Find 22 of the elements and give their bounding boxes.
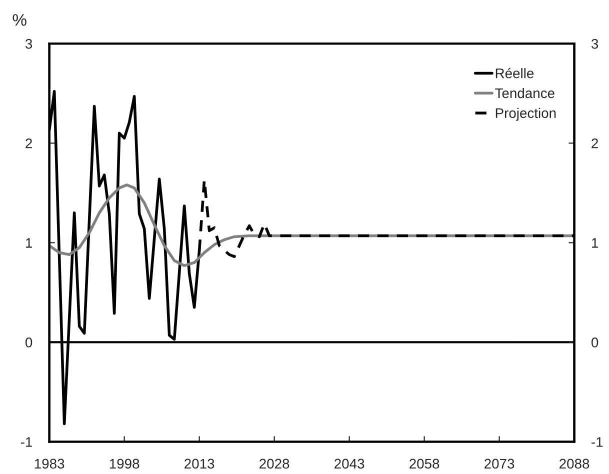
y2-tick-label: 3: [591, 38, 598, 49]
y-axis-title: %: [12, 14, 26, 26]
y-tick-label: 2: [26, 138, 32, 148]
legend-label: Réelle: [496, 68, 534, 78]
x-tick-label: 2028: [260, 458, 290, 469]
x-tick-label: 1998: [110, 458, 140, 469]
y2-tick-label: 1: [592, 238, 598, 248]
y2-tick-label: 0: [591, 338, 598, 348]
x-tick-label: 1983: [34, 458, 64, 469]
x-tick-label: 2013: [184, 458, 214, 469]
legend-label: Tendance: [495, 88, 554, 98]
y-tick-label: -1: [20, 437, 32, 447]
y2-tick-label: -1: [592, 437, 603, 447]
y-tick-label: 1: [26, 238, 32, 248]
legend-label: Projection: [496, 108, 556, 121]
y2-tick-label: 2: [592, 138, 598, 148]
x-tick-label: 2073: [484, 458, 514, 469]
y-tick-label: 3: [25, 38, 32, 49]
x-tick-label: 2088: [560, 458, 590, 469]
y-tick-label: 0: [25, 338, 32, 348]
x-tick-label: 2058: [410, 458, 440, 469]
x-tick-label: 2043: [334, 458, 364, 469]
